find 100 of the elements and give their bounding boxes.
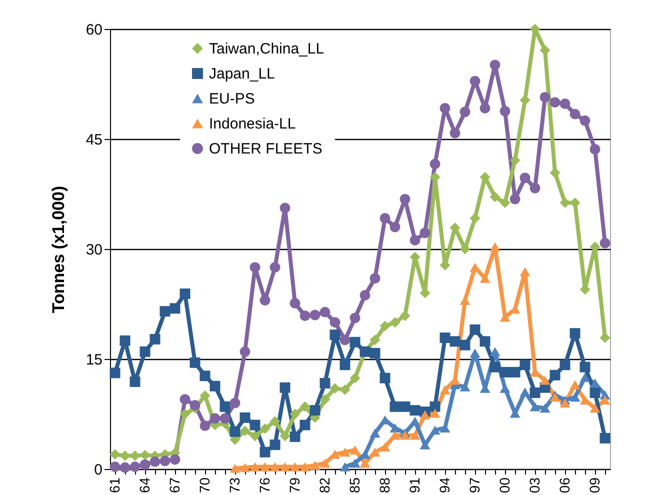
point [290,431,300,442]
point [200,390,210,401]
point [410,234,420,246]
x-tick-label: 03 [526,477,542,494]
point [280,462,290,472]
x-tick-label: 70 [196,477,212,494]
point [160,456,170,466]
point [120,335,130,346]
legend-label: Taiwan,China_LL [209,40,324,58]
point [370,334,380,346]
point [350,458,360,468]
point [260,462,270,472]
point [470,324,480,335]
point [520,172,530,184]
point [280,382,290,393]
point [570,108,580,120]
x-tick-label: 88 [376,477,392,494]
point [570,392,580,402]
y-tick-label: 30 [86,242,102,258]
point [470,76,480,86]
point [200,370,210,382]
point [340,384,350,396]
point [250,262,260,273]
point [300,401,310,412]
point [220,401,230,412]
point [380,212,390,224]
point [400,401,410,412]
point [560,98,570,110]
point [480,102,490,114]
y-axis-title: Tonnes (x1,000) [48,186,68,314]
point [250,462,260,472]
point [510,194,520,204]
point [130,462,140,472]
point [430,426,440,435]
point [330,330,340,340]
point [530,402,540,412]
point [360,290,370,300]
point [250,420,260,430]
y-tick-label: 15 [86,352,102,368]
point [230,464,240,473]
point [140,346,150,357]
point [260,295,270,306]
point [410,405,420,416]
point [270,262,280,273]
point [600,396,610,405]
point [530,182,540,194]
point [540,404,550,413]
point [300,462,310,472]
point [230,426,240,437]
x-tick-label: 85 [346,477,362,494]
point [340,448,350,457]
x-tick-label: 91 [406,477,422,494]
point [250,430,260,442]
point [590,404,600,413]
point [330,317,340,328]
point [130,376,140,387]
point [600,432,610,444]
point [180,408,190,420]
point [500,198,510,208]
x-tick-label: 64 [136,477,152,494]
point [150,456,160,467]
point [110,368,120,378]
point [290,408,300,420]
point [450,336,460,347]
point [390,423,400,432]
point [270,462,280,472]
point [270,416,280,427]
legend-label: Indonesia-LL [209,116,296,132]
point [150,334,160,344]
point [570,380,580,390]
point [420,228,430,238]
point [380,442,390,452]
point [500,106,510,116]
point [370,428,380,438]
point [370,273,380,284]
point [110,449,120,460]
point [440,332,450,343]
point [340,334,350,346]
point [340,360,350,370]
x-tick-label: 06 [556,477,572,494]
point [440,102,450,114]
point [110,462,120,472]
point [210,380,220,392]
point [520,94,530,106]
point [510,366,520,378]
point [430,158,440,170]
point [560,360,570,370]
point [310,460,320,470]
point [490,362,500,372]
point [320,458,330,468]
point [430,401,440,412]
x-tick-label: 79 [286,477,302,494]
point [290,298,300,308]
y-tick-label: 45 [86,132,102,148]
point [430,408,440,418]
x-tick-label: 61 [106,477,122,494]
point [410,430,420,440]
point [290,462,300,472]
point [460,106,470,118]
point [330,383,340,394]
